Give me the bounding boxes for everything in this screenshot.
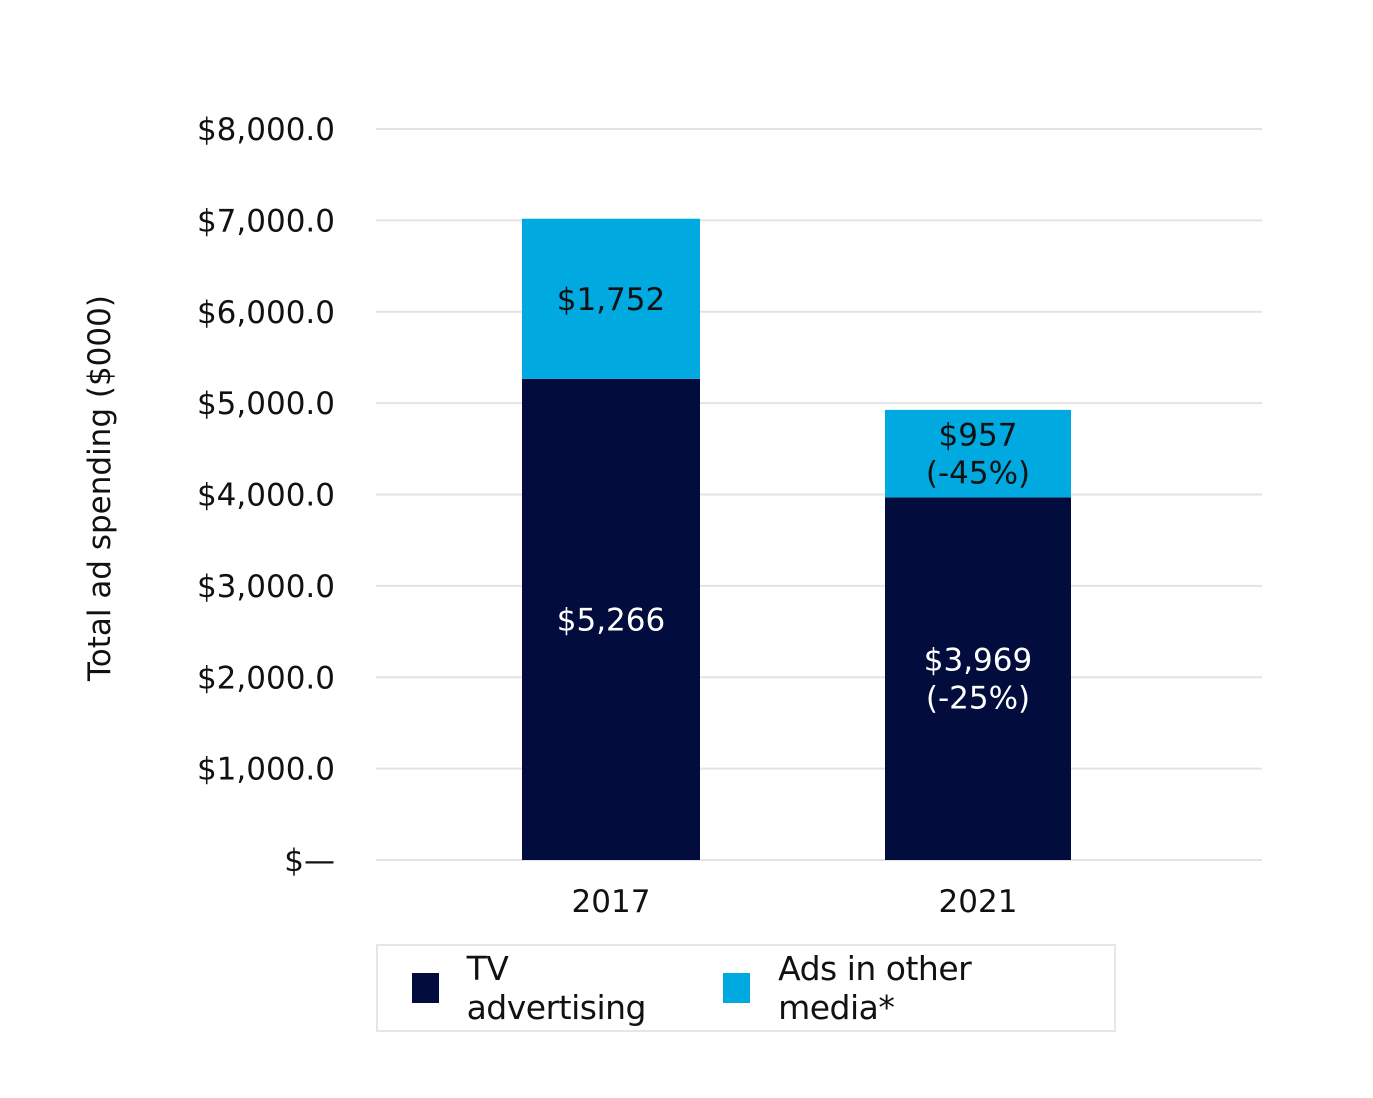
bar-segment bbox=[522, 218, 700, 379]
data-label: $1,752 bbox=[557, 282, 665, 318]
data-label: $3,969 bbox=[924, 643, 1032, 679]
legend: TV advertising Ads in other media* bbox=[376, 944, 1116, 1032]
legend-swatch-other-media bbox=[723, 973, 751, 1003]
bar-segment bbox=[885, 497, 1071, 860]
gridlines bbox=[376, 128, 1262, 861]
legend-item-tv-advertising: TV advertising bbox=[412, 949, 671, 1027]
data-label: $957 bbox=[939, 418, 1018, 454]
y-tick-label: $2,000.0 bbox=[197, 660, 335, 696]
legend-item-other-media: Ads in other media* bbox=[723, 949, 1062, 1027]
x-tick-label: 2017 bbox=[572, 884, 651, 920]
x-tick-label: 2021 bbox=[939, 884, 1018, 920]
y-tick-label: $5,000.0 bbox=[197, 386, 335, 422]
y-tick-label: $4,000.0 bbox=[197, 478, 335, 514]
y-tick-label: $7,000.0 bbox=[197, 203, 335, 239]
y-axis-ticks: $— $1,000.0 $2,000.0 $3,000.0 $4,000.0 $5,000… bbox=[197, 112, 335, 879]
data-labels: $5,266 $1,752 $3,969(-25%) $957(-45%) bbox=[557, 282, 1032, 717]
legend-swatch-tv-advertising bbox=[412, 973, 439, 1003]
y-tick-label: $— bbox=[284, 843, 335, 879]
bars bbox=[522, 218, 1071, 860]
y-axis-title: Total ad spending ($000) bbox=[82, 295, 118, 682]
bar-segment bbox=[522, 378, 700, 860]
y-tick-label: $8,000.0 bbox=[197, 112, 335, 148]
data-label: (-25%) bbox=[926, 681, 1030, 717]
x-axis-ticks: 2017 2021 bbox=[572, 884, 1018, 920]
y-tick-label: $1,000.0 bbox=[197, 752, 335, 788]
legend-label-tv-advertising: TV advertising bbox=[466, 949, 647, 1027]
legend-label-other-media: Ads in other media* bbox=[778, 949, 972, 1027]
data-label: $5,266 bbox=[557, 602, 665, 638]
data-label: (-45%) bbox=[926, 456, 1030, 492]
y-tick-label: $3,000.0 bbox=[197, 569, 335, 605]
y-tick-label: $6,000.0 bbox=[197, 295, 335, 331]
bar-segment bbox=[885, 409, 1071, 498]
